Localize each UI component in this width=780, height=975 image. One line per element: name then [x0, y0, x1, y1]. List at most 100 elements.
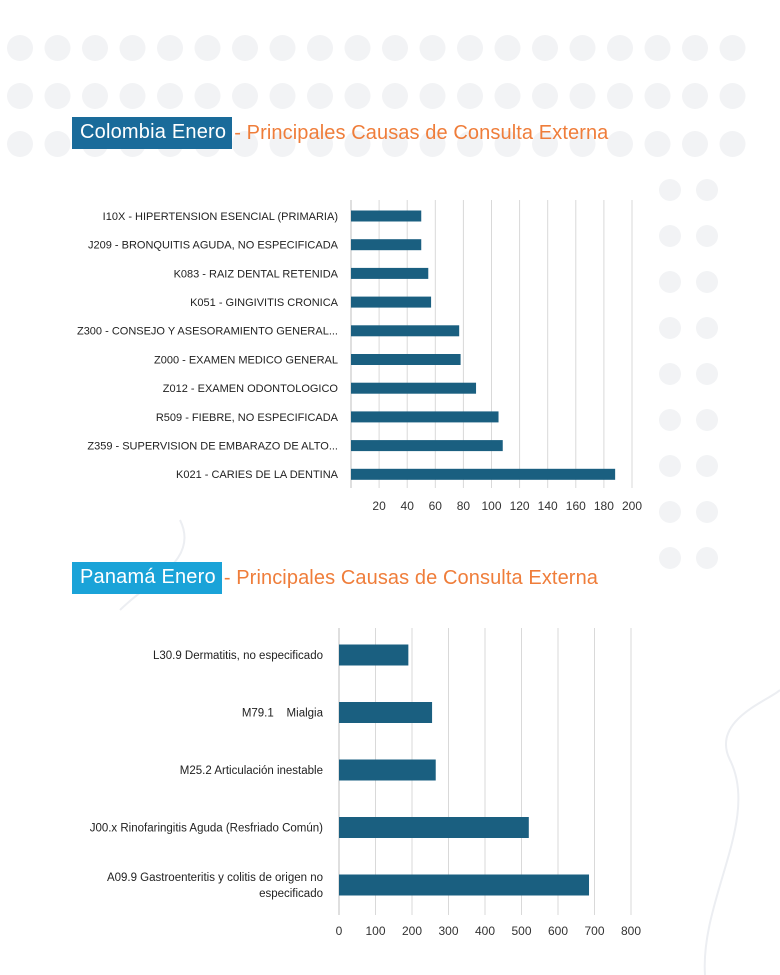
background-dot — [457, 131, 483, 157]
background-dot — [532, 131, 558, 157]
background-dot — [457, 83, 483, 109]
category-label: A09.9 Gastroenteritis y colitis de orige… — [107, 872, 323, 884]
category-label: K051 - GINGIVITIS CRONICA — [190, 297, 339, 309]
background-dot — [194, 35, 221, 61]
category-label: Z000 - EXAMEN MEDICO GENERAL — [154, 354, 338, 366]
background-dot — [344, 35, 371, 61]
background-dot — [82, 35, 108, 61]
x-tick-label: 80 — [457, 499, 471, 513]
background-dot — [644, 83, 671, 109]
background-dot — [457, 35, 483, 61]
background-curve — [703, 689, 780, 975]
x-tick-label: 160 — [566, 499, 586, 513]
x-tick-label: 20 — [372, 499, 386, 513]
category-label: M25.2 Articulación inestable — [180, 765, 323, 777]
x-tick-label: 40 — [401, 499, 415, 513]
background-dot — [232, 131, 258, 157]
background-dot — [232, 83, 258, 109]
background-dot — [119, 35, 146, 61]
background-dot — [682, 83, 708, 109]
colombia-title-highlight: Colombia Enero — [72, 117, 233, 149]
background-dot — [696, 501, 718, 523]
background-dot — [696, 225, 718, 247]
x-tick-label: 200 — [622, 499, 642, 513]
category-label: J209 - BRONQUITIS AGUDA, NO ESPECIFICADA — [88, 240, 339, 252]
bar — [351, 210, 422, 222]
x-tick-label: 400 — [475, 924, 495, 938]
category-label: R509 - FIEBRE, NO ESPECIFICADA — [156, 412, 339, 424]
background-dot — [659, 179, 681, 201]
background-dot — [659, 501, 681, 523]
background-dot — [696, 271, 718, 293]
background-dot — [569, 35, 596, 61]
category-label: Z359 - SUPERVISION DE EMBARAZO DE ALTO..… — [87, 440, 338, 452]
background-dot — [307, 83, 333, 109]
background-dot — [382, 35, 408, 61]
background-dot — [157, 83, 183, 109]
x-tick-label: 300 — [438, 924, 458, 938]
background-dot — [307, 131, 333, 157]
background-dot — [659, 363, 681, 385]
background-dot — [659, 455, 681, 477]
background-dot — [696, 363, 718, 385]
background-dot — [232, 35, 258, 61]
bar — [351, 267, 429, 279]
background-dot — [719, 83, 746, 109]
panama-title-highlight: Panamá Enero — [72, 562, 222, 594]
background-dot — [682, 35, 708, 61]
x-tick-label: 120 — [510, 499, 530, 513]
background-dot — [344, 131, 371, 157]
x-tick-label: 700 — [584, 924, 604, 938]
x-tick-label: 200 — [402, 924, 422, 938]
background-dot — [419, 35, 446, 61]
bar — [339, 817, 529, 838]
background-dot — [269, 83, 296, 109]
background-dot — [382, 83, 408, 109]
background-dot — [44, 83, 71, 109]
background-dot — [119, 83, 146, 109]
category-label: Z300 - CONSEJO Y ASESORAMIENTO GENERAL..… — [77, 326, 338, 338]
background-dot — [494, 131, 521, 157]
bar — [351, 296, 432, 308]
x-tick-label: 500 — [511, 924, 531, 938]
x-tick-label: 100 — [365, 924, 385, 938]
x-tick-label: 0 — [336, 924, 343, 938]
background-dot — [44, 131, 71, 157]
category-label: K021 - CARIES DE LA DENTINA — [176, 469, 339, 481]
category-label: M79.1 Mialgia — [242, 708, 324, 720]
bar — [339, 644, 409, 666]
x-tick-label: 140 — [538, 499, 558, 513]
background-dot — [194, 83, 221, 109]
background-dot — [659, 317, 681, 339]
background-dot — [569, 83, 596, 109]
bar — [351, 325, 460, 337]
bar — [339, 874, 590, 896]
background-dot — [7, 131, 33, 157]
background-dot — [532, 35, 558, 61]
background-dot — [607, 131, 633, 157]
background-dot — [157, 35, 183, 61]
background-dot — [419, 131, 446, 157]
x-tick-label: 100 — [481, 499, 501, 513]
panama-title-rest: - Principales Causas de Consulta Externa — [223, 566, 599, 589]
background-dot — [659, 547, 681, 569]
category-label: I10X - HIPERTENSION ESENCIAL (PRIMARIA) — [103, 211, 338, 223]
background-dot — [44, 35, 71, 61]
background-dot — [644, 35, 671, 61]
background-dot — [7, 83, 33, 109]
background-dot — [719, 131, 746, 157]
background-dot — [494, 35, 521, 61]
bar — [351, 239, 422, 251]
background-dot — [307, 35, 333, 61]
background-dot — [269, 131, 296, 157]
x-tick-label: 180 — [594, 499, 614, 513]
panama-section-title: Panamá Enero - Principales Causas de Con… — [72, 562, 598, 594]
background-dot — [419, 83, 446, 109]
category-label: L30.9 Dermatitis, no especificado — [153, 650, 323, 662]
background-dot — [607, 35, 633, 61]
background-dot — [696, 179, 718, 201]
background-dot — [569, 131, 596, 157]
